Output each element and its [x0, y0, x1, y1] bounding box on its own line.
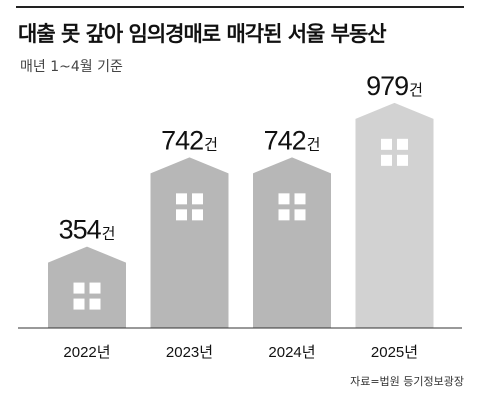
window-icon [176, 193, 203, 221]
category-label: 2024년 [268, 344, 315, 361]
value-label: 979건 [366, 71, 423, 101]
window-pane [192, 193, 203, 205]
window-pane [176, 209, 187, 221]
value-label: 742건 [264, 125, 321, 155]
bar-2022년 [48, 246, 126, 328]
category-label: 2022년 [63, 344, 110, 361]
value-label: 742건 [161, 125, 218, 155]
window-pane [89, 298, 101, 310]
window-pane [278, 209, 290, 221]
window-pane [73, 282, 85, 294]
category-label: 2023년 [166, 344, 213, 361]
window-pane [89, 282, 101, 294]
top-rule [16, 6, 464, 8]
window-pane [381, 154, 392, 166]
chart-subtitle: 매년 1~4월 기준 [20, 59, 123, 75]
window-icon [278, 193, 306, 221]
source-note: 자료=법원 등기정보광장 [350, 375, 464, 388]
window-pane [176, 193, 187, 205]
window-pane [294, 193, 306, 205]
chart-title: 대출 못 갚아 임의경매로 매각된 서울 부동산 [18, 22, 387, 46]
window-pane [381, 138, 392, 150]
value-label: 354건 [59, 215, 116, 245]
bar-2023년 [150, 157, 229, 328]
bars-group [48, 102, 434, 328]
bar-2024년 [253, 157, 331, 328]
window-icon [381, 138, 408, 166]
window-pane [294, 209, 306, 221]
window-pane [397, 154, 408, 166]
bar-2025년 [355, 102, 434, 328]
window-pane [278, 193, 290, 205]
window-pane [192, 209, 203, 221]
labels-group: 354건 2022년 742건 2023년 742건 2024년 979건 2025년 [59, 71, 423, 361]
window-pane [73, 298, 85, 310]
category-label: 2025년 [371, 344, 418, 361]
window-pane [397, 138, 408, 150]
window-icon [73, 282, 101, 310]
